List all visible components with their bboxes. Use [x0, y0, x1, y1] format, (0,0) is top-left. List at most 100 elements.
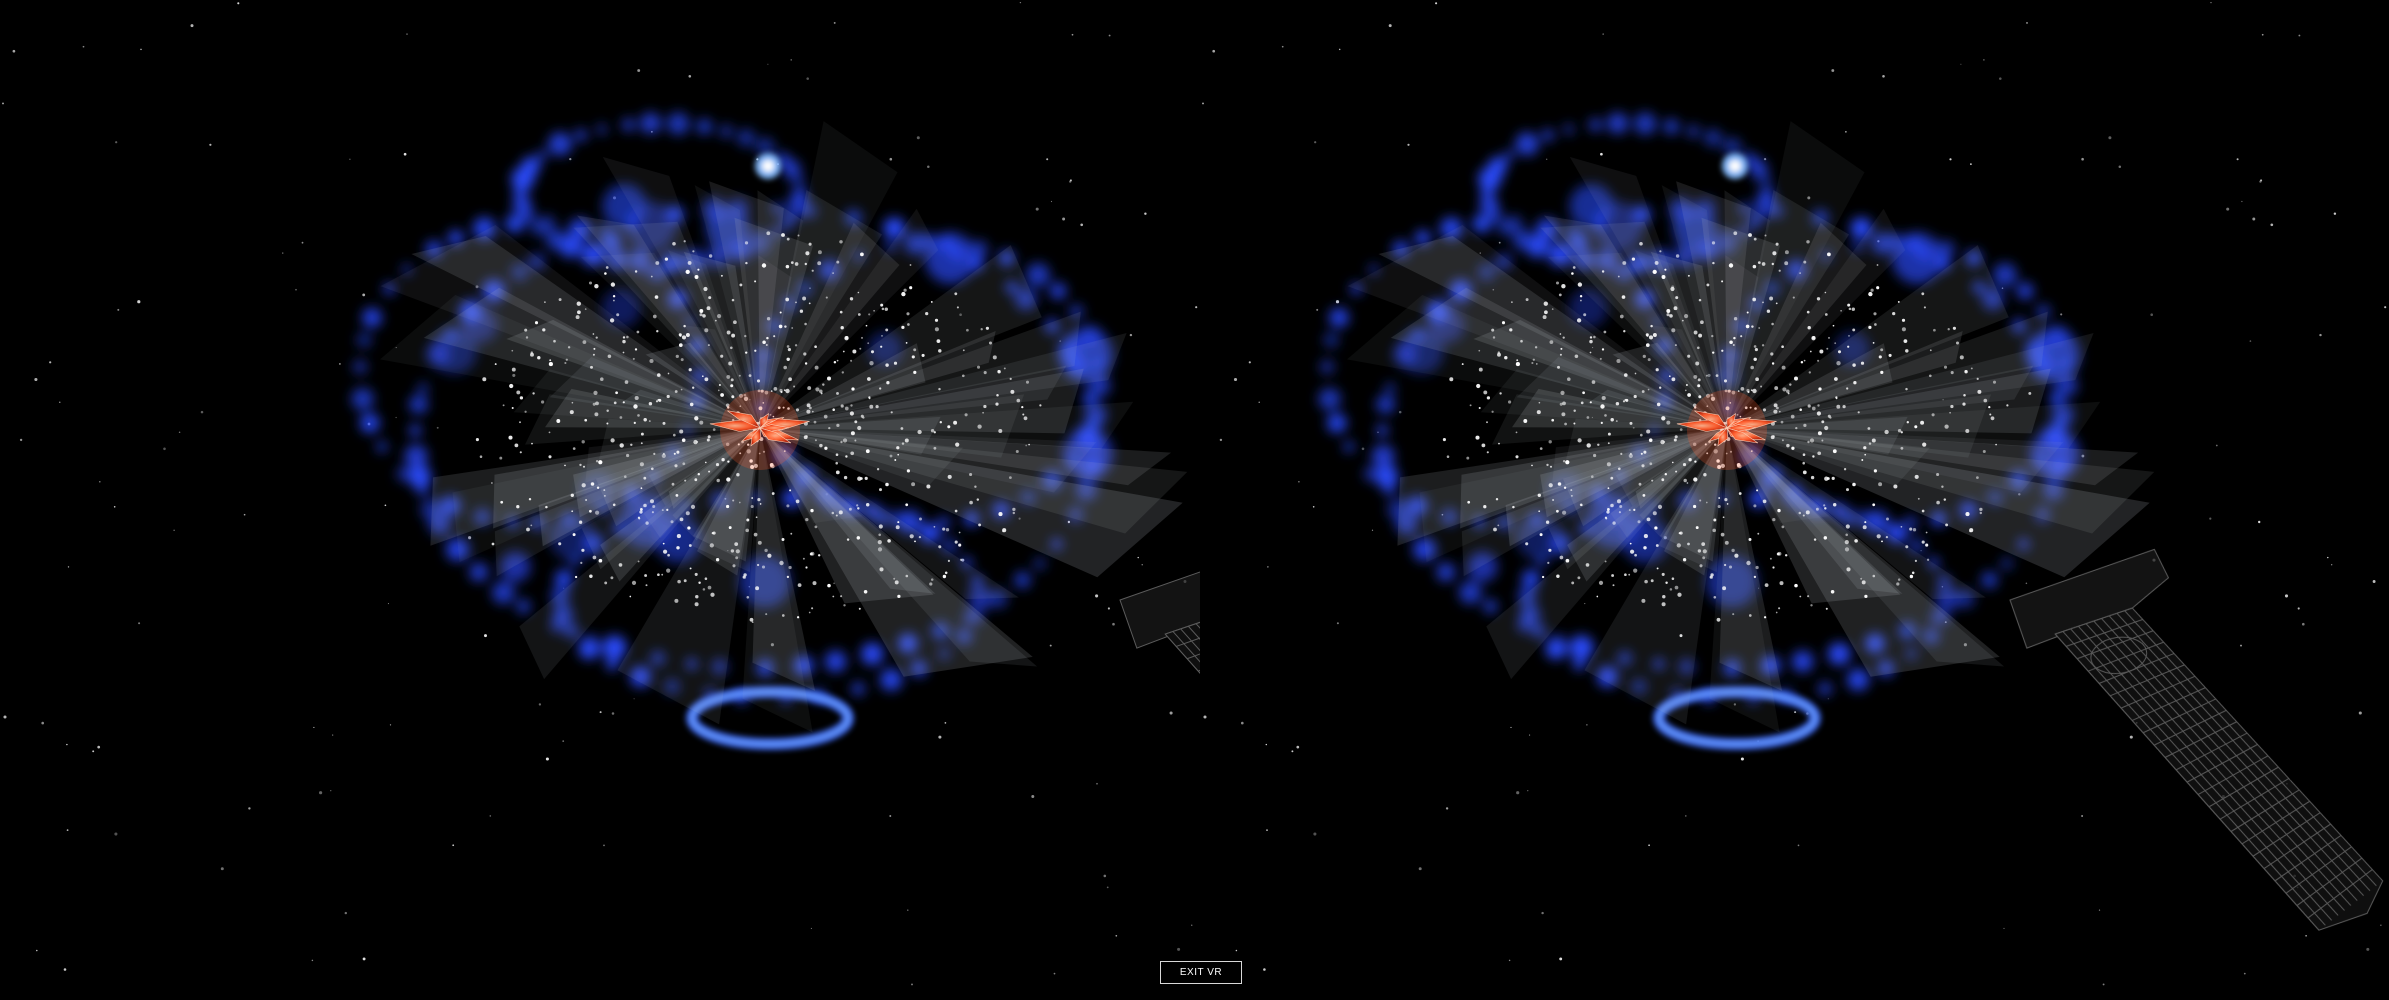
star	[633, 698, 635, 700]
ring-dot	[937, 515, 951, 530]
particle	[1827, 252, 1831, 257]
particle	[633, 404, 638, 409]
particle	[622, 339, 626, 344]
particle	[1995, 443, 1997, 446]
light-ray	[1397, 428, 1727, 546]
star	[1600, 152, 1603, 156]
particle	[998, 429, 1003, 433]
particle	[750, 504, 754, 509]
particle	[1703, 473, 1707, 477]
ring-dot	[1722, 400, 1737, 415]
particle	[828, 426, 831, 430]
ring-dot	[793, 655, 814, 676]
ring-dot	[819, 259, 840, 281]
star	[1071, 33, 1074, 36]
particle	[609, 318, 615, 323]
particle	[1983, 398, 1988, 403]
ring-dot	[440, 495, 461, 516]
star	[810, 927, 812, 929]
particle	[1732, 613, 1735, 616]
ring-dot	[1656, 337, 1673, 354]
particle	[1706, 283, 1710, 287]
particle	[746, 595, 750, 599]
particle	[820, 392, 823, 395]
star	[1584, 603, 1586, 605]
particle	[1683, 478, 1687, 483]
ring-dot	[1033, 557, 1046, 570]
particle	[1669, 588, 1673, 591]
particle	[695, 594, 699, 599]
light-ray	[1486, 428, 1727, 680]
star	[1095, 594, 1099, 598]
light-ray	[760, 121, 898, 428]
particle	[502, 404, 505, 407]
particle	[1794, 376, 1798, 381]
particle	[1810, 475, 1815, 480]
ring-dot	[1812, 209, 1829, 226]
particle	[524, 410, 527, 413]
light-ray	[1569, 156, 1727, 428]
particle	[1821, 439, 1824, 442]
particle	[1873, 312, 1877, 316]
light-ray	[1567, 428, 1727, 582]
light-ray	[1727, 428, 1931, 486]
star	[833, 582, 835, 585]
particle	[839, 240, 843, 244]
particle	[1786, 443, 1790, 448]
particle	[1677, 592, 1682, 597]
ring-dot	[969, 610, 983, 625]
particle	[1639, 433, 1643, 437]
particle	[1824, 313, 1828, 316]
ring-dot	[574, 129, 588, 142]
particle	[976, 498, 980, 501]
particle	[1628, 509, 1631, 512]
particle	[1559, 353, 1562, 356]
particle	[1466, 456, 1470, 460]
particle	[650, 467, 654, 471]
particle	[720, 274, 723, 277]
light-ray	[1727, 428, 2064, 493]
core-shard	[750, 427, 762, 447]
particle	[1868, 291, 1873, 297]
particle	[598, 558, 603, 563]
ring-dot	[621, 118, 635, 132]
particle	[938, 387, 941, 391]
ring-dot	[1653, 658, 1664, 670]
star	[2118, 165, 2122, 169]
particle	[819, 443, 823, 448]
particle	[785, 388, 790, 394]
particle	[966, 328, 969, 332]
particle	[1560, 390, 1565, 395]
star	[243, 513, 246, 516]
exit-vr-button[interactable]: EXIT VR	[1160, 961, 1242, 984]
core-shard	[759, 427, 792, 444]
particle	[1810, 604, 1813, 607]
particle	[1675, 296, 1679, 300]
particle	[1012, 511, 1016, 515]
ring-dot	[1716, 365, 1739, 388]
ring-dot	[1993, 263, 2017, 287]
star	[1019, 1, 1022, 4]
particle	[1784, 250, 1789, 255]
ring-dot	[1387, 498, 1410, 521]
star	[1241, 721, 1244, 725]
particle	[1685, 383, 1688, 387]
ring-dot	[351, 387, 374, 411]
star	[2260, 179, 2263, 182]
ring-dot	[630, 666, 651, 687]
ring-dot	[1323, 332, 1339, 348]
particle	[859, 477, 863, 480]
ring-dot	[1375, 465, 1399, 488]
particle	[1803, 423, 1807, 428]
particle	[475, 438, 479, 442]
particle	[1925, 543, 1929, 547]
particle	[1681, 319, 1684, 322]
light-ray	[411, 236, 760, 428]
particle	[662, 421, 666, 425]
particle	[843, 475, 848, 480]
particle	[878, 533, 881, 537]
ring-dot	[1886, 523, 1907, 544]
ring-dot	[1327, 413, 1347, 433]
particle	[1864, 594, 1868, 599]
light-ray	[1347, 225, 1727, 428]
